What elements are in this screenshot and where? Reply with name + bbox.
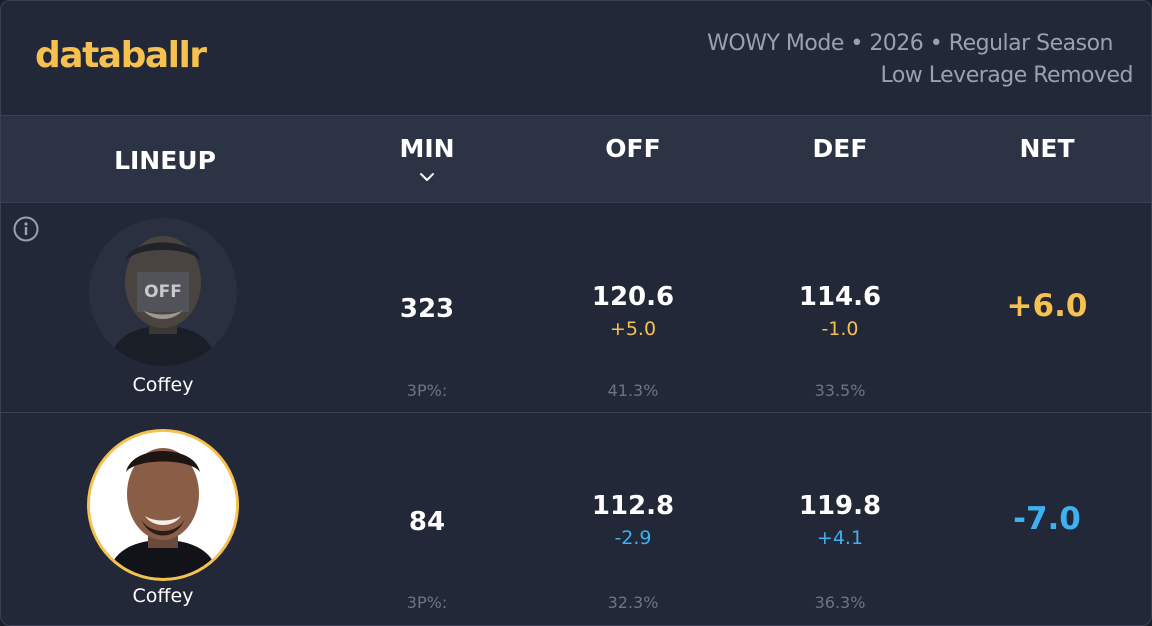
def-delta: +4.1 <box>816 527 864 549</box>
three-pt-label: 3P%: <box>406 593 448 612</box>
def-delta: -1.0 <box>821 318 859 340</box>
table-row: Coffey 84 112.8 -2.9 119.8 +4.1 -7.0 3P%… <box>1 413 1151 625</box>
table-row: OFF Coffey 323 120.6 +5.0 114.6 -1.0 +6.… <box>1 202 1151 413</box>
off-rating: 120.6 <box>591 282 675 312</box>
column-header-row: LINEUP MIN OFF DEF NET <box>1 115 1151 203</box>
off-delta: -2.9 <box>614 527 652 549</box>
player-headshot-icon <box>90 432 236 578</box>
mode-description: WOWY Mode • 2026 • Regular Season <box>707 31 1113 56</box>
card-header: databallr WOWY Mode • 2026 • Regular Sea… <box>1 1 1151 115</box>
off-rating: 112.8 <box>591 491 675 521</box>
min-value: 84 <box>408 507 446 537</box>
three-pt-label: 3P%: <box>406 381 448 400</box>
player-headshot-icon <box>89 218 237 366</box>
col-header-min[interactable]: MIN <box>399 134 455 163</box>
def-three-pt: 36.3% <box>814 593 866 612</box>
net-rating: +6.0 <box>1006 288 1088 324</box>
chevron-down-icon[interactable] <box>417 171 437 183</box>
player-name[interactable]: Coffey <box>132 374 194 396</box>
net-rating: -7.0 <box>1013 501 1081 537</box>
off-three-pt: 32.3% <box>607 593 659 612</box>
off-delta: +5.0 <box>609 318 657 340</box>
def-rating: 114.6 <box>798 282 882 312</box>
col-header-off[interactable]: OFF <box>605 134 661 163</box>
min-value: 323 <box>399 294 455 324</box>
col-header-def[interactable]: DEF <box>812 134 868 163</box>
databallr-logo[interactable]: databallr <box>35 35 207 76</box>
avatar: OFF <box>89 218 237 366</box>
off-three-pt: 41.3% <box>607 381 659 400</box>
avatar <box>87 429 239 581</box>
player-name[interactable]: Coffey <box>132 585 194 607</box>
def-rating: 119.8 <box>798 491 882 521</box>
def-three-pt: 33.5% <box>814 381 866 400</box>
info-icon[interactable] <box>13 216 39 242</box>
col-header-lineup[interactable]: LINEUP <box>114 146 216 175</box>
col-header-net[interactable]: NET <box>1019 134 1075 163</box>
leverage-note: Low Leverage Removed <box>880 63 1133 88</box>
off-badge: OFF <box>137 272 189 312</box>
